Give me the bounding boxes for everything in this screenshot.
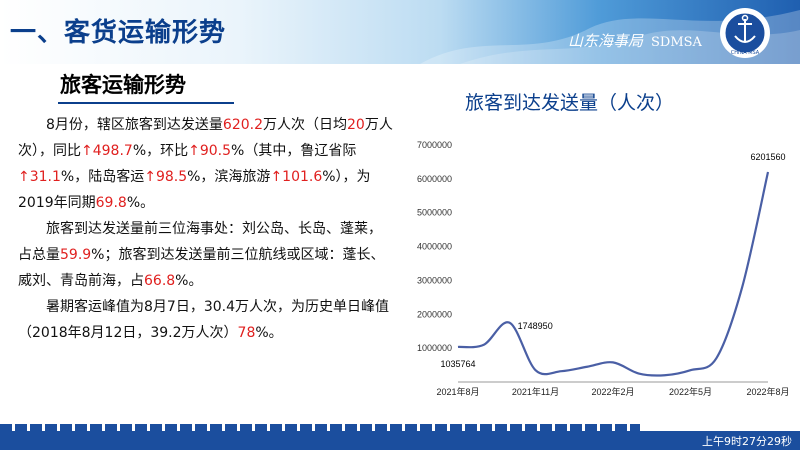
x-tick-label: 2022年2月 [591, 386, 634, 397]
header-banner: 一、客货运输形势 山东海事局 SDMSA CHINA MSA [0, 0, 800, 64]
paragraph-3: 暑期客运峰值为8月7日，30.4万人次，为历史单日峰值（2018年8月12日，3… [18, 299, 389, 341]
y-tick-label: 4000000 [417, 242, 452, 252]
series-line [457, 171, 770, 377]
brand-en: SDMSA [651, 35, 702, 50]
paragraph-2: 旅客到达发送量前三位海事处：刘公岛、长岛、蓬莱，占总量59.9%；旅客到达发送量… [18, 221, 385, 289]
data-label: 1748950 [518, 321, 553, 331]
y-tick-label: 7000000 [417, 140, 452, 150]
chart-title: 旅客到达发送量（人次） [465, 92, 675, 114]
brand-cn: 山东海事局 [568, 32, 644, 50]
section-subtitle: 旅客运输形势 [60, 73, 186, 97]
body-text: 8月份，辖区旅客到达发送量620.2万人次（日均20万人次），同比↑498.7%… [18, 112, 394, 346]
logo-text: CHINA MSA [731, 50, 760, 56]
data-label: 6201560 [750, 152, 785, 162]
data-label: 1035764 [440, 359, 475, 369]
y-tick-label: 2000000 [417, 309, 452, 319]
footer-bar: 上午9时27分29秒 [0, 431, 800, 450]
footer-time: 上午9时27分29秒 [702, 435, 792, 448]
x-tick-label: 2021年11月 [512, 386, 559, 397]
brand-name: 山东海事局 SDMSA [568, 30, 702, 51]
y-tick-label: 5000000 [417, 208, 452, 218]
paragraph-1: 8月份，辖区旅客到达发送量620.2万人次（日均20万人次），同比↑498.7%… [18, 117, 393, 211]
wave-decoration [420, 10, 800, 64]
footer-stripe [0, 424, 640, 431]
x-tick-label: 2022年8月 [746, 386, 789, 397]
subtitle-underline [58, 102, 234, 104]
x-tick-label: 2022年5月 [669, 386, 712, 397]
x-tick-label: 2021年8月 [436, 386, 479, 397]
y-tick-label: 1000000 [417, 343, 452, 353]
china-msa-logo: CHINA MSA [720, 8, 770, 58]
page-title: 一、客货运输形势 [10, 18, 227, 48]
y-tick-label: 3000000 [417, 275, 452, 285]
line-chart: 1000000 2000000 3000000 4000000 5000000 60000… [417, 140, 790, 397]
y-tick-label: 6000000 [417, 174, 452, 184]
